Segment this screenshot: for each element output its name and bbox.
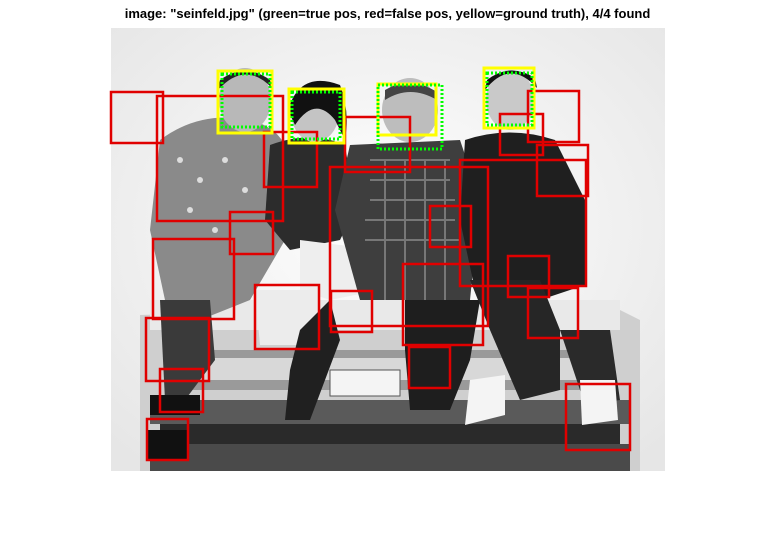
- false-positive-box: [498, 112, 545, 157]
- true-positive-box: [290, 90, 342, 141]
- true-positive-detections: [220, 71, 534, 151]
- false-positive-box: [109, 90, 165, 145]
- false-positive-box: [253, 283, 321, 351]
- false-positive-box: [158, 367, 205, 414]
- false-positive-box: [401, 262, 485, 347]
- true-positive-box: [376, 83, 444, 151]
- false-positive-box: [155, 94, 285, 223]
- true-positive-box: [485, 71, 534, 127]
- false-positive-box: [228, 210, 275, 256]
- false-positive-box: [144, 316, 211, 383]
- false-positive-box: [535, 143, 590, 198]
- ground-truth-box: [482, 66, 536, 130]
- false-positive-box: [145, 417, 190, 462]
- photo: [111, 28, 665, 471]
- false-positive-box: [428, 204, 473, 249]
- ground-truth-box: [216, 69, 274, 135]
- false-positive-box: [329, 289, 374, 334]
- false-positive-box: [328, 165, 490, 328]
- false-positive-box: [458, 158, 588, 288]
- person-center: [335, 78, 480, 410]
- false-positive-box: [564, 382, 632, 452]
- true-positive-box: [220, 72, 272, 129]
- false-positive-box: [526, 286, 580, 340]
- false-positive-box: [407, 345, 452, 390]
- figure-title: image: "seinfeld.jpg" (green=true pos, r…: [124, 6, 651, 21]
- person-left: [148, 68, 290, 460]
- ground-truth-box: [287, 87, 346, 145]
- false-positive-box: [526, 89, 581, 144]
